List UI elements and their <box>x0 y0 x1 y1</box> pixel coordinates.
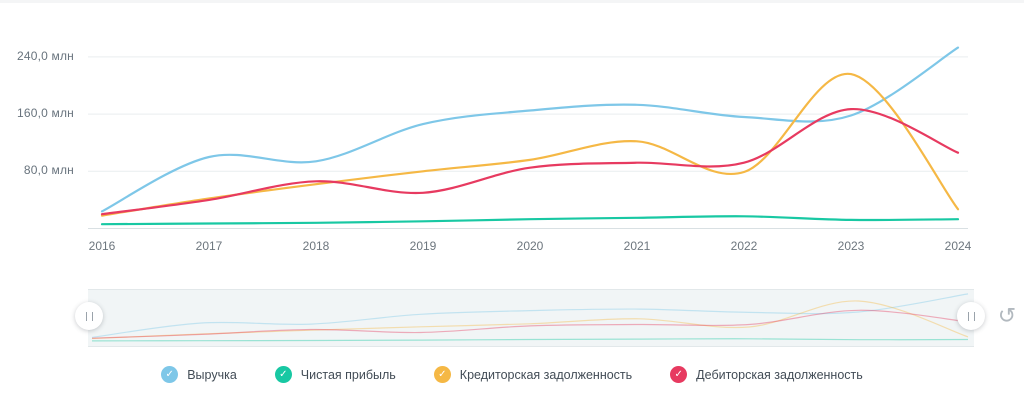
drag-grip-icon <box>967 311 975 321</box>
x-axis-label: 2020 <box>516 239 544 253</box>
legend-check-icon: ✓ <box>274 366 292 383</box>
legend-label: Выручка <box>187 367 237 382</box>
legend-check-icon: ✓ <box>670 366 688 383</box>
navigator-lines <box>91 293 969 342</box>
series-lines <box>100 46 960 226</box>
navigator-line-1 <box>91 338 969 342</box>
legend-item-1[interactable]: ✓ Чистая прибыль <box>274 366 396 383</box>
x-axis-label: 2017 <box>195 239 223 253</box>
x-axis-label: 2021 <box>623 239 651 253</box>
navigator-right-handle[interactable] <box>957 302 985 330</box>
legend-check-icon: ✓ <box>161 366 179 383</box>
x-axis-label: 2022 <box>730 239 758 253</box>
x-axis-label: 2018 <box>302 239 330 253</box>
navigator-line-0 <box>91 293 969 339</box>
series-line-3 <box>100 107 960 216</box>
x-axis-label: 2019 <box>409 239 437 253</box>
page-top-edge <box>0 0 1024 3</box>
x-axis-label: 2023 <box>837 239 865 253</box>
series-line-0 <box>100 46 960 213</box>
range-navigator[interactable] <box>88 289 974 347</box>
y-axis-label: 240,0 млн <box>16 48 74 63</box>
y-axis-label: 160,0 млн <box>16 106 74 121</box>
y-axis-label: 80,0 млн <box>23 163 74 178</box>
legend-item-2[interactable]: ✓ Кредиторская задолженность <box>433 366 633 383</box>
legend-check-icon: ✓ <box>433 366 451 383</box>
series-line-1 <box>100 215 960 226</box>
drag-grip-icon <box>85 311 93 321</box>
gridlines <box>88 56 968 229</box>
legend-label: Чистая прибыль <box>300 367 396 382</box>
navigator-left-handle[interactable] <box>75 302 103 330</box>
chart-legend: ✓ Выручка ✓ Чистая прибыль ✓ Кредиторская зад… <box>0 366 1024 383</box>
navigator-line-2 <box>91 300 969 340</box>
legend-item-3[interactable]: ✓ Дебиторская задолженность <box>670 366 863 383</box>
x-axis-label: 2016 <box>88 239 116 253</box>
reset-zoom-icon[interactable]: ↺ <box>997 303 1017 328</box>
legend-label: Кредиторская задолженность <box>459 367 633 382</box>
legend-label: Дебиторская задолженность <box>696 367 863 382</box>
x-axis-label: 2024 <box>944 239 972 253</box>
navigator-line-3 <box>91 309 969 339</box>
legend-item-0[interactable]: ✓ Выручка <box>161 366 237 383</box>
series-line-2 <box>100 72 960 217</box>
